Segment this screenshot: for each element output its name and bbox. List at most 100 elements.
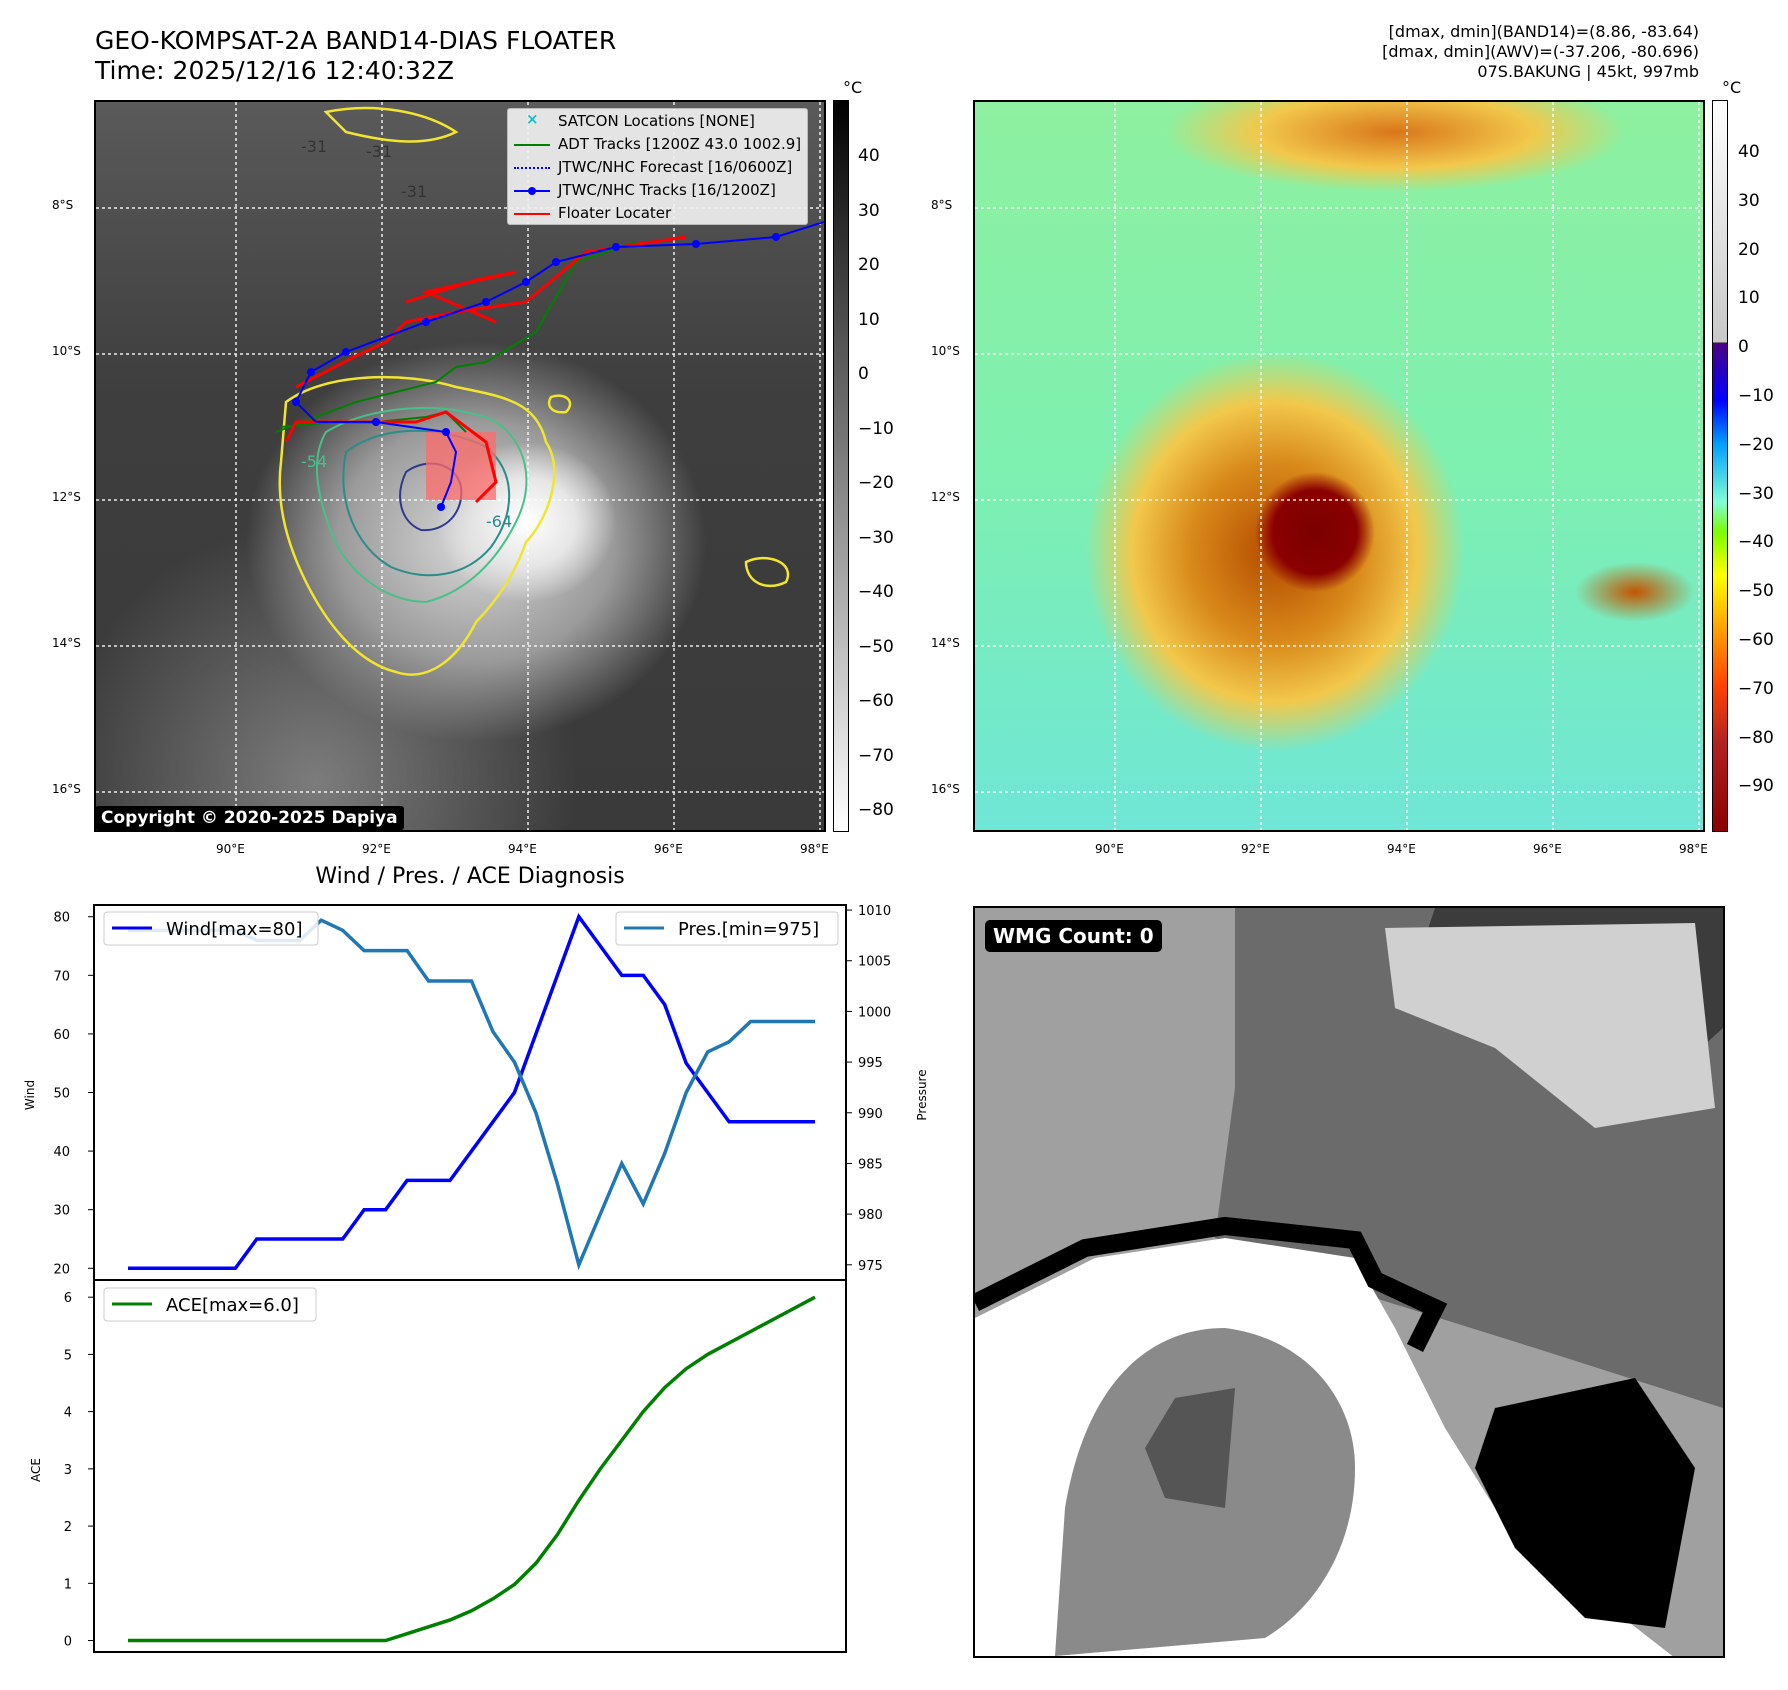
- ace-tick-label: 0: [64, 1635, 72, 1650]
- pressure-tick-label: 980: [858, 1208, 883, 1223]
- title-line-2: Time: 2025/12/16 12:40:32Z: [95, 56, 454, 85]
- black-edge: [975, 1216, 1448, 1353]
- lon-tick-label: 98°E: [800, 842, 829, 856]
- color-colorbar-tick: −10: [1738, 386, 1774, 406]
- ir-color-map: [973, 100, 1705, 832]
- contour-label: -64: [486, 512, 512, 531]
- lon-tick-label: 96°E: [1533, 842, 1562, 856]
- gray-colorbar: [833, 100, 849, 832]
- contour-outer: [278, 106, 790, 676]
- color-colorbar-unit: °C: [1722, 78, 1742, 97]
- gray-colorbar-tick: −70: [858, 745, 894, 766]
- color-colorbar-tick: 0: [1738, 337, 1749, 358]
- lat-tick-label: 16°S: [52, 782, 81, 796]
- legend-item-jtwc-forecast: JTWC/NHC Forecast [16/0600Z]: [508, 155, 807, 178]
- lon-tick-label: 90°E: [1095, 842, 1124, 856]
- wind-tick-label: 70: [53, 969, 70, 984]
- pressure-tick-label: 995: [858, 1056, 883, 1071]
- legend-item-floater: Floater Locater: [508, 201, 807, 224]
- adt-tracks: [275, 241, 637, 433]
- wind-legend-label: Wind[max=80]: [166, 919, 303, 940]
- gray-colorbar-tick: 10: [858, 309, 880, 330]
- gray-colorbar-tick: −40: [858, 582, 894, 602]
- lon-tick-label: 92°E: [1241, 842, 1270, 856]
- floater-locater-track: [284, 235, 687, 504]
- contour-mid: [316, 407, 528, 604]
- black-band: [1475, 1378, 1695, 1628]
- gray-colorbar-tick: 40: [858, 146, 880, 166]
- color-colorbar-tick: −70: [1738, 678, 1774, 699]
- jtwc-track: [294, 221, 824, 508]
- gray-colorbar-tick: −50: [858, 636, 894, 657]
- gray-colorbar-tick: −10: [858, 418, 894, 439]
- contour-label: -31: [366, 142, 392, 161]
- wind-pressure-chart: 20 30 40 50 60 70 80 975 980 985 990 995 1000 1005 101…: [23, 904, 929, 1281]
- diagnosis-title: Wind / Pres. / ACE Diagnosis: [315, 864, 625, 889]
- core-region: [1145, 1388, 1235, 1508]
- lon-tick-label: 94°E: [1387, 842, 1416, 856]
- pressure-axis-label: Pressure: [915, 1069, 929, 1120]
- ace-axis-label: ACE: [29, 1458, 43, 1482]
- lat-tick-label: 8°S: [52, 198, 74, 212]
- wind-tick-label: 80: [53, 911, 70, 926]
- floater-box: [426, 432, 496, 500]
- pressure-tick-label: 985: [858, 1157, 883, 1172]
- gray-colorbar-tick: 20: [858, 255, 880, 275]
- map-gridlines: [975, 102, 1703, 830]
- map-legend: × SATCON Locations [NONE] ADT Tracks [12…: [507, 108, 809, 225]
- dotted-line-icon: [514, 161, 550, 173]
- color-colorbar-tick: −30: [1738, 483, 1774, 504]
- marker-line-icon: [514, 184, 550, 196]
- pressure-tick-label: 1010: [858, 904, 891, 919]
- ace-tick-label: 4: [64, 1406, 72, 1421]
- pressure-series-line: [128, 918, 815, 1271]
- page-title: GEO-KOMPSAT-2A BAND14-DIAS FLOATER Time: …: [95, 26, 616, 86]
- wmg-panel: [973, 906, 1725, 1658]
- color-colorbar-tick: −60: [1738, 630, 1774, 650]
- ace-chart: 0 1 2 3 4 5 6 ACE ACE[max=6.0]: [29, 1279, 847, 1653]
- ace-series-line: [128, 1295, 816, 1643]
- legend-item-adt: ADT Tracks [1200Z 43.0 1002.9]: [508, 132, 807, 155]
- lat-tick-label: 10°S: [931, 344, 960, 358]
- x-marker-icon: ×: [526, 109, 539, 128]
- ace-tick-label: 2: [64, 1520, 72, 1535]
- title-line-1: GEO-KOMPSAT-2A BAND14-DIAS FLOATER: [95, 26, 617, 55]
- line-swatch-icon: [514, 138, 550, 150]
- color-colorbar-tick: −90: [1738, 776, 1774, 797]
- stats-awv: [dmax, dmin](AWV)=(-37.206, -80.696): [1382, 42, 1699, 61]
- wind-series-line: [128, 913, 815, 1271]
- wind-legend: Wind[max=80]: [103, 911, 319, 946]
- ace-tick-label: 3: [64, 1463, 72, 1478]
- legend-item-jtwc-tracks: JTWC/NHC Tracks [16/1200Z]: [508, 178, 807, 201]
- gray-colorbar-tick: −20: [858, 473, 894, 493]
- color-colorbar-tick: −20: [1738, 434, 1774, 455]
- color-colorbar-tick: −40: [1738, 532, 1774, 553]
- lon-tick-label: 94°E: [508, 842, 537, 856]
- storm-stats: [dmax, dmin](BAND14)=(8.86, -83.64) [dma…: [1382, 22, 1699, 82]
- gray-colorbar-tick: −60: [858, 691, 894, 711]
- color-colorbar-tick: 30: [1738, 190, 1760, 211]
- pressure-legend-label: Pres.[min=975]: [678, 919, 819, 940]
- wind-tick-label: 50: [53, 1087, 70, 1102]
- ir-grayscale-map: -54 -64 -31 -31 -31 × SATCON Locations: [94, 100, 826, 832]
- lon-tick-label: 90°E: [216, 842, 245, 856]
- contour-label: -54: [301, 452, 327, 471]
- color-colorbar: [1712, 100, 1728, 832]
- gray-colorbar-tick: 0: [858, 364, 869, 384]
- lon-tick-label: 98°E: [1679, 842, 1708, 856]
- color-colorbar-tick: 20: [1738, 239, 1760, 260]
- wind-tick-label: 20: [53, 1262, 70, 1277]
- pressure-tick-label: 975: [858, 1259, 883, 1274]
- legend-item-satcon: × SATCON Locations [NONE]: [508, 109, 807, 132]
- color-colorbar-tick: −50: [1738, 581, 1774, 602]
- ace-legend: ACE[max=6.0]: [103, 1287, 317, 1322]
- lat-tick-label: 12°S: [931, 490, 960, 504]
- lat-tick-label: 10°S: [52, 344, 81, 358]
- wind-tick-label: 60: [53, 1028, 70, 1043]
- lon-tick-label: 96°E: [654, 842, 683, 856]
- ace-tick-label: 6: [64, 1291, 72, 1306]
- copyright-badge: Copyright © 2020-2025 Dapiya: [95, 806, 404, 830]
- pressure-tick-label: 990: [858, 1107, 883, 1122]
- wind-axis-label: Wind: [23, 1080, 37, 1110]
- lat-tick-label: 8°S: [931, 198, 953, 212]
